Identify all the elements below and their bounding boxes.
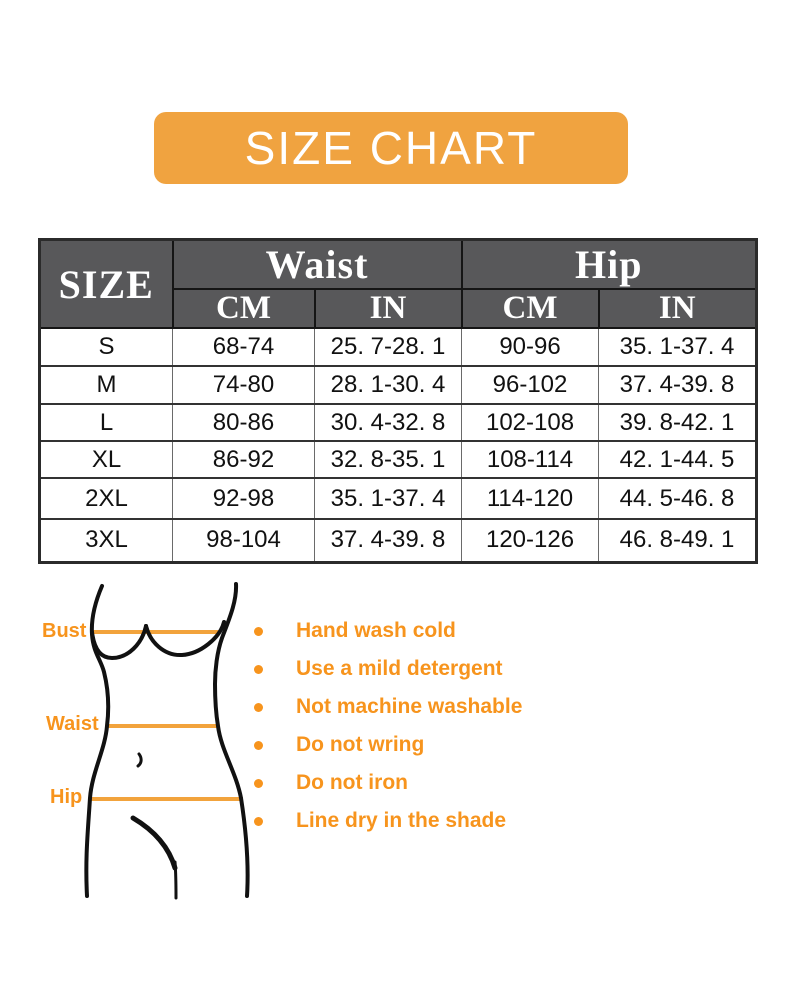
bullet-icon xyxy=(254,702,263,712)
size-cell: 2XL xyxy=(39,477,173,520)
unit-header-hip-cm: CM xyxy=(460,288,600,329)
waist-in-cell: 25. 7-28. 1 xyxy=(313,327,463,367)
hip-in-cell: 42. 1-44. 5 xyxy=(598,440,758,479)
care-item-label: Hand wash cold xyxy=(296,619,456,642)
title-banner: SIZE CHART xyxy=(154,112,628,184)
leg-separation-curve xyxy=(130,815,178,871)
size-cell: XL xyxy=(39,440,173,479)
care-list-item: Line dry in the shade xyxy=(254,802,522,840)
waist-cm-cell: 86-92 xyxy=(172,440,315,479)
navel-mark xyxy=(136,752,143,768)
hip-in-cell: 39. 8-42. 1 xyxy=(598,403,758,442)
table-header-unit-row: CM IN CM IN xyxy=(40,288,758,329)
bullet-icon xyxy=(254,664,263,674)
hip-cm-cell: 114-120 xyxy=(461,477,600,520)
bust-label: Bust xyxy=(42,620,87,642)
bullet-icon xyxy=(254,816,263,826)
table-row: XL 86-92 32. 8-35. 1 108-114 42. 1-44. 5 xyxy=(39,440,758,479)
table-row: L 80-86 30. 4-32. 8 102-108 39. 8-42. 1 xyxy=(39,403,758,442)
right-breast-curve xyxy=(144,620,226,658)
waist-in-cell: 28. 1-30. 4 xyxy=(313,365,463,405)
size-cell: M xyxy=(39,365,173,405)
waist-cm-cell: 80-86 xyxy=(172,403,315,442)
hip-in-cell: 37. 4-39. 8 xyxy=(598,365,758,405)
hip-cm-cell: 90-96 xyxy=(461,327,600,367)
hip-cm-cell: 108-114 xyxy=(461,440,600,479)
left-breast-curve xyxy=(90,624,148,661)
bullet-icon xyxy=(254,740,263,750)
size-cell: S xyxy=(39,327,173,367)
inner-leg-line xyxy=(173,860,178,900)
unit-header-waist-in: IN xyxy=(313,288,463,329)
waist-cm-cell: 92-98 xyxy=(172,477,315,520)
care-instructions-list: Hand wash cold Use a mild detergent Not … xyxy=(254,612,522,840)
waist-cm-cell: 74-80 xyxy=(172,365,315,405)
bullet-icon xyxy=(254,778,263,788)
body-measurement-diagram xyxy=(84,582,250,900)
waist-cm-cell: 98-104 xyxy=(172,518,315,563)
waist-in-cell: 35. 1-37. 4 xyxy=(313,477,463,520)
size-table: SIZE Waist Hip CM IN CM IN S 68-74 25. 7… xyxy=(38,238,759,564)
hip-in-cell: 46. 8-49. 1 xyxy=(598,518,758,563)
hip-cm-cell: 120-126 xyxy=(461,518,600,563)
care-list-item: Hand wash cold xyxy=(254,612,522,650)
hip-in-cell: 44. 5-46. 8 xyxy=(598,477,758,520)
waist-in-cell: 30. 4-32. 8 xyxy=(313,403,463,442)
hip-in-cell: 35. 1-37. 4 xyxy=(598,327,758,367)
hip-cm-cell: 102-108 xyxy=(461,403,600,442)
waist-label: Waist xyxy=(46,713,99,735)
hip-label: Hip xyxy=(50,786,83,808)
table-row: S 68-74 25. 7-28. 1 90-96 35. 1-37. 4 xyxy=(39,327,758,367)
care-list-item: Not machine washable xyxy=(254,688,522,726)
torso-outline-figure xyxy=(84,582,250,900)
bullet-icon xyxy=(254,626,263,636)
hip-cm-cell: 96-102 xyxy=(461,365,600,405)
waist-in-cell: 32. 8-35. 1 xyxy=(313,440,463,479)
waist-cm-cell: 68-74 xyxy=(172,327,315,367)
torso-right-contour xyxy=(212,582,250,898)
care-item-label: Use a mild detergent xyxy=(296,657,503,680)
column-group-waist: Waist xyxy=(171,238,463,290)
page-title: SIZE CHART xyxy=(244,122,538,174)
table-header-group-row: SIZE Waist Hip xyxy=(38,238,758,329)
table-row: M 74-80 28. 1-30. 4 96-102 37. 4-39. 8 xyxy=(39,365,758,405)
table-row: 2XL 92-98 35. 1-37. 4 114-120 44. 5-46. … xyxy=(39,477,758,520)
size-cell: 3XL xyxy=(39,518,173,563)
table-row: 3XL 98-104 37. 4-39. 8 120-126 46. 8-49.… xyxy=(39,518,758,563)
column-header-size: SIZE xyxy=(38,238,174,329)
care-list-item: Do not wring xyxy=(254,726,522,764)
unit-header-waist-cm: CM xyxy=(171,288,316,329)
care-item-label: Do not iron xyxy=(296,771,408,794)
size-cell: L xyxy=(39,403,173,442)
waist-in-cell: 37. 4-39. 8 xyxy=(313,518,463,563)
unit-header-hip-in: IN xyxy=(597,288,758,329)
care-item-label: Not machine washable xyxy=(296,695,523,718)
column-group-hip: Hip xyxy=(460,238,758,290)
care-list-item: Use a mild detergent xyxy=(254,650,522,688)
care-item-label: Do not wring xyxy=(296,733,425,756)
care-item-label: Line dry in the shade xyxy=(296,809,507,832)
care-list-item: Do not iron xyxy=(254,764,522,802)
